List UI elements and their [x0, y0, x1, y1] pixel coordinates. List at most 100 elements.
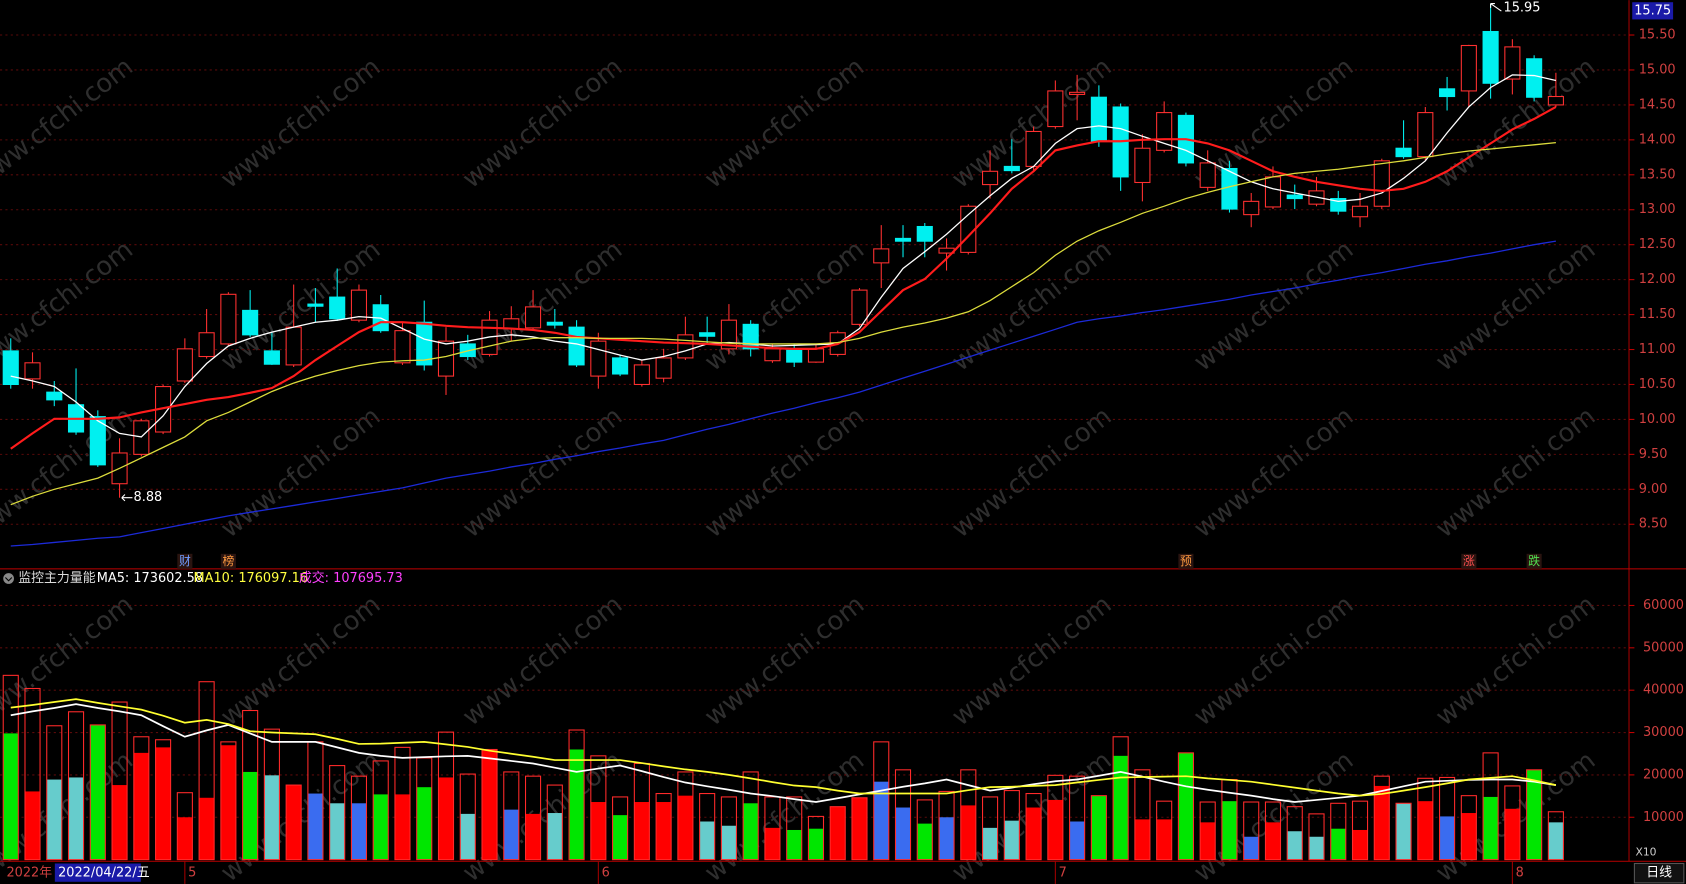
volume-bar	[1482, 752, 1499, 861]
y-tick-label: 11.00	[1639, 342, 1676, 357]
volume-main-bar	[1113, 755, 1129, 860]
volume-bar	[242, 709, 259, 861]
candle-body	[1439, 88, 1456, 98]
volume-bar	[1504, 785, 1521, 861]
volume-main-bar	[1352, 829, 1368, 860]
volume-main-bar	[220, 745, 236, 860]
ma-line	[10, 74, 1557, 438]
y-tick-label: 15.50	[1639, 28, 1676, 43]
candle-body	[242, 309, 259, 336]
volume-main-bar	[24, 791, 41, 860]
candle-body	[1547, 95, 1564, 106]
candle-body	[677, 334, 694, 359]
volume-main-bar	[351, 803, 367, 860]
volume-main-bar	[286, 785, 302, 860]
event-marker: 财	[179, 554, 191, 568]
volume-bar	[938, 790, 955, 861]
volume-bar	[894, 769, 912, 861]
volume-bar	[982, 796, 999, 861]
volume-bar	[459, 773, 476, 861]
volume-main-bar	[1091, 795, 1107, 860]
y-tick-label: 9.50	[1639, 447, 1668, 462]
candle-body	[1243, 200, 1260, 216]
volume-bar	[546, 784, 563, 861]
candle-body	[1199, 162, 1216, 188]
period-label[interactable]: 日线	[1646, 866, 1672, 881]
event-marker-bg	[1526, 553, 1542, 569]
volume-main-bar	[1069, 821, 1085, 860]
volume-main-bar	[1417, 801, 1433, 860]
candle-body	[503, 318, 520, 330]
volume-main-bar	[1221, 801, 1237, 860]
volume-bar	[1069, 775, 1086, 861]
candle-body	[916, 225, 933, 242]
volume-main-bar	[634, 802, 650, 860]
y-tick-label: 9.00	[1639, 482, 1668, 497]
candle-body	[437, 340, 455, 377]
candle-body	[1482, 30, 1499, 84]
volume-bar	[89, 724, 106, 861]
candle-body	[416, 321, 433, 366]
y-tick-label: 12.50	[1639, 237, 1676, 252]
volume-ma-line	[10, 698, 1557, 797]
candle-body	[1286, 194, 1303, 200]
volume-bar	[590, 755, 607, 861]
volume-bar	[1547, 811, 1564, 861]
candle-body	[720, 319, 737, 350]
volume-title: 监控主力量能	[18, 571, 95, 586]
volume-main-bar	[460, 813, 476, 860]
volume-bar	[916, 799, 933, 861]
volume-bar	[655, 793, 672, 861]
volume-main-bar	[1374, 785, 1390, 860]
candle-body	[807, 348, 825, 363]
volume-bar	[1264, 801, 1282, 861]
candle-body	[46, 391, 63, 401]
volume-bar	[1003, 790, 1020, 861]
volume-main-bar	[3, 733, 19, 860]
ma-line	[10, 106, 1557, 450]
volume-main-bar	[569, 749, 585, 860]
volume-main-bar	[329, 803, 345, 860]
last-price: 15.75	[1634, 3, 1671, 18]
volume-main-bar	[960, 805, 976, 860]
volume-bar	[24, 687, 41, 861]
y-tick-label: 8.50	[1639, 517, 1668, 532]
volume-bar	[155, 739, 172, 861]
candle-body	[1395, 147, 1412, 158]
candle-body	[633, 364, 650, 386]
annotation-arrow	[121, 494, 133, 502]
y-tick-label: 14.50	[1639, 97, 1676, 112]
volume-bar	[67, 711, 85, 861]
volume-main-bar	[764, 827, 780, 860]
y-tick-label: 50000	[1643, 640, 1684, 655]
volume-main-bar	[307, 793, 323, 860]
candle-body	[699, 332, 716, 337]
volume-bar	[503, 771, 520, 861]
legend-icon[interactable]	[3, 573, 14, 584]
volume-bar	[829, 806, 846, 861]
volume-bar	[677, 771, 694, 861]
volume-bar	[481, 748, 498, 861]
candle-body	[1460, 44, 1477, 92]
candle-body	[1417, 112, 1434, 158]
period-box[interactable]	[1633, 862, 1685, 884]
volume-main-bar	[808, 828, 824, 860]
volume-bar	[873, 741, 890, 861]
candle-body	[1264, 176, 1282, 208]
legend-entry: MA10: 176097.16	[194, 571, 309, 586]
x-tick-label: 8	[1516, 866, 1524, 881]
volume-bar	[1112, 736, 1129, 861]
volume-main-bar	[373, 794, 389, 860]
volume-bar	[1243, 801, 1260, 861]
volume-bar	[524, 775, 542, 861]
candle-body	[1351, 205, 1369, 218]
volume-main-bar	[177, 817, 193, 860]
volume-bar	[1308, 813, 1325, 861]
volume-main-bar	[590, 802, 606, 860]
candle-body	[1047, 90, 1064, 128]
volume-main-bar	[1396, 803, 1412, 860]
high-annotation: 15.95	[1504, 0, 1541, 15]
volume-bar	[1526, 769, 1543, 861]
candle-body	[546, 321, 563, 326]
